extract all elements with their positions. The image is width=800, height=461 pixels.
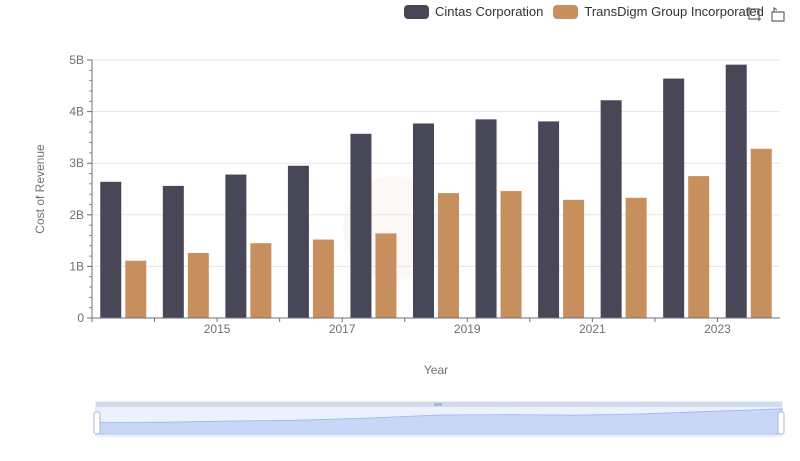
- legend-item-cintas[interactable]: Cintas Corporation: [404, 4, 543, 19]
- bar-cintas[interactable]: [225, 174, 247, 318]
- bar-cintas[interactable]: [600, 100, 622, 318]
- y-tick-label: 3B: [69, 156, 84, 170]
- y-tick-label: 4B: [69, 105, 84, 119]
- bar-cintas[interactable]: [475, 119, 497, 318]
- bar-transdigm[interactable]: [750, 148, 772, 318]
- bar-cintas[interactable]: [413, 123, 434, 318]
- data-zoom-slider[interactable]: [93, 401, 785, 437]
- bar-cintas[interactable]: [663, 78, 685, 319]
- bar-cintas[interactable]: [725, 64, 747, 318]
- slider-move-handle[interactable]: [434, 403, 442, 406]
- bar-transdigm[interactable]: [312, 239, 334, 318]
- legend-item-transdigm[interactable]: TransDigm Group Incorporated: [553, 4, 764, 19]
- slider-handle-right[interactable]: [777, 411, 785, 435]
- bar-transdigm[interactable]: [625, 197, 647, 318]
- toolbox: [746, 6, 794, 22]
- bar-transdigm[interactable]: [250, 243, 272, 318]
- bar-cintas[interactable]: [350, 133, 372, 318]
- x-axis-title: Year: [424, 363, 448, 377]
- bar-cintas[interactable]: [100, 181, 122, 318]
- x-tick-label: 2017: [329, 322, 356, 336]
- y-axis-title: Cost of Revenue: [33, 144, 47, 234]
- legend-label-transdigm: TransDigm Group Incorporated: [584, 4, 764, 19]
- bar-transdigm[interactable]: [688, 176, 710, 318]
- legend: Cintas Corporation TransDigm Group Incor…: [404, 4, 774, 19]
- legend-label-cintas: Cintas Corporation: [435, 4, 544, 19]
- y-tick-label: 0: [77, 311, 84, 325]
- bar-transdigm[interactable]: [187, 252, 209, 318]
- x-tick-label: 2023: [704, 322, 731, 336]
- legend-swatch-cintas: [404, 4, 429, 19]
- bar-transdigm[interactable]: [563, 199, 585, 318]
- bar-transdigm[interactable]: [438, 193, 459, 318]
- zoom-icon[interactable]: [746, 6, 762, 22]
- restore-icon[interactable]: [770, 6, 786, 22]
- x-tick-label: 2015: [204, 322, 231, 336]
- bar-transdigm[interactable]: [375, 233, 397, 318]
- bar-cintas[interactable]: [287, 165, 309, 318]
- y-tick-label: 5B: [69, 53, 84, 67]
- bar-cintas[interactable]: [538, 121, 560, 319]
- y-tick-label: 1B: [69, 259, 84, 273]
- slider-handle-left[interactable]: [93, 411, 101, 435]
- legend-swatch-transdigm: [553, 4, 579, 19]
- y-tick-label: 2B: [69, 208, 84, 222]
- bar-cintas[interactable]: [162, 185, 184, 318]
- bar-transdigm[interactable]: [125, 260, 147, 318]
- x-tick-label: 2019: [454, 322, 481, 336]
- axes: 0 1B 2B 3B 4B 5B 2015 2017 2019 2021 2023: [69, 53, 780, 336]
- bars: [100, 64, 772, 319]
- x-tick-label: 2021: [579, 322, 606, 336]
- slider-data-shadow: [95, 408, 783, 435]
- bar-transdigm[interactable]: [500, 191, 522, 318]
